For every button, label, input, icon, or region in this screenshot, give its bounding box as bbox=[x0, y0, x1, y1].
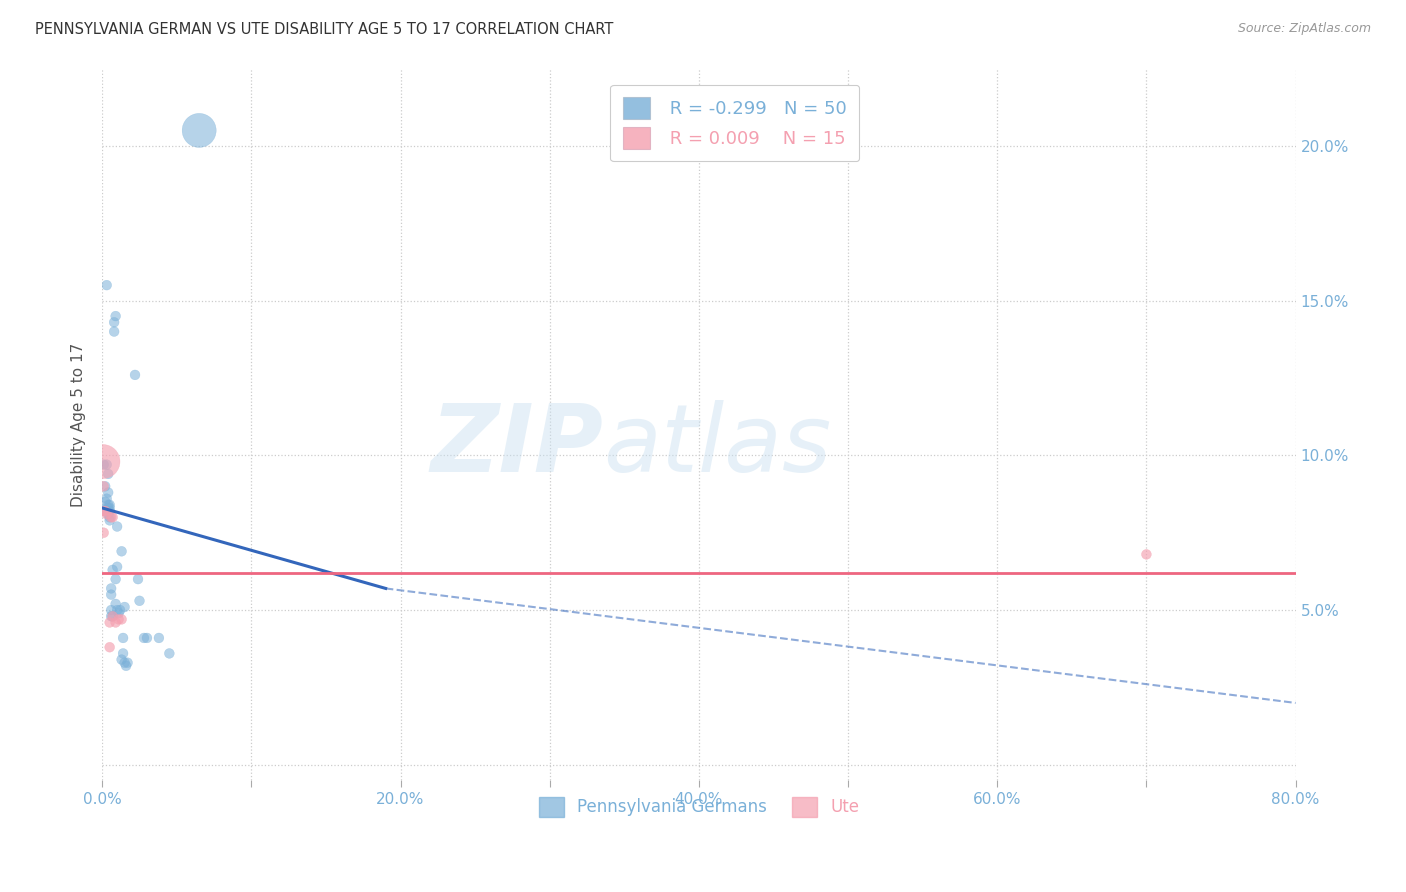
Point bbox=[94, 495, 117, 509]
Point bbox=[112, 631, 135, 645]
Point bbox=[101, 510, 124, 524]
Point bbox=[124, 368, 146, 382]
Text: atlas: atlas bbox=[603, 401, 832, 491]
Point bbox=[96, 278, 118, 293]
Point bbox=[188, 123, 211, 137]
Point bbox=[94, 504, 117, 518]
Point bbox=[98, 615, 121, 630]
Point bbox=[103, 325, 125, 339]
Text: PENNSYLVANIA GERMAN VS UTE DISABILITY AGE 5 TO 17 CORRELATION CHART: PENNSYLVANIA GERMAN VS UTE DISABILITY AG… bbox=[35, 22, 613, 37]
Point bbox=[96, 507, 118, 521]
Point bbox=[157, 647, 180, 661]
Point bbox=[98, 640, 121, 655]
Point bbox=[132, 631, 155, 645]
Point bbox=[98, 513, 121, 527]
Point bbox=[117, 656, 139, 670]
Text: ZIP: ZIP bbox=[430, 400, 603, 491]
Point bbox=[128, 594, 150, 608]
Point bbox=[104, 597, 127, 611]
Text: Source: ZipAtlas.com: Source: ZipAtlas.com bbox=[1237, 22, 1371, 36]
Point bbox=[97, 500, 120, 515]
Point bbox=[98, 510, 121, 524]
Point bbox=[112, 647, 135, 661]
Point bbox=[93, 479, 115, 493]
Point bbox=[114, 599, 136, 614]
Point bbox=[114, 656, 136, 670]
Point bbox=[93, 525, 115, 540]
Point bbox=[101, 609, 124, 624]
Point bbox=[101, 609, 124, 624]
Point bbox=[110, 544, 132, 558]
Point bbox=[127, 572, 149, 586]
Point bbox=[97, 507, 120, 521]
Point bbox=[96, 458, 118, 472]
Point bbox=[97, 467, 120, 481]
Point bbox=[91, 454, 114, 468]
Point bbox=[100, 609, 122, 624]
Point bbox=[98, 504, 121, 518]
Point bbox=[100, 603, 122, 617]
Point bbox=[110, 612, 132, 626]
Point bbox=[104, 615, 127, 630]
Point bbox=[98, 498, 121, 512]
Point bbox=[94, 479, 117, 493]
Point bbox=[97, 485, 120, 500]
Point bbox=[94, 504, 117, 518]
Y-axis label: Disability Age 5 to 17: Disability Age 5 to 17 bbox=[72, 343, 86, 507]
Point bbox=[107, 612, 129, 626]
Point bbox=[107, 606, 129, 620]
Point bbox=[100, 510, 122, 524]
Point bbox=[101, 563, 124, 577]
Point bbox=[108, 603, 131, 617]
Point bbox=[100, 588, 122, 602]
Point bbox=[110, 652, 132, 666]
Point bbox=[98, 500, 121, 515]
Point bbox=[104, 572, 127, 586]
Point bbox=[148, 631, 170, 645]
Point bbox=[100, 582, 122, 596]
Point bbox=[93, 504, 115, 518]
Point bbox=[1135, 548, 1157, 562]
Point bbox=[104, 309, 127, 323]
Point bbox=[96, 491, 118, 506]
Point bbox=[136, 631, 159, 645]
Point bbox=[103, 315, 125, 329]
Point bbox=[93, 458, 115, 472]
Point bbox=[115, 658, 138, 673]
Point bbox=[97, 498, 120, 512]
Point bbox=[105, 519, 128, 533]
Point bbox=[96, 504, 118, 518]
Point bbox=[105, 559, 128, 574]
Point bbox=[105, 603, 128, 617]
Legend: Pennsylvania Germans, Ute: Pennsylvania Germans, Ute bbox=[530, 789, 868, 825]
